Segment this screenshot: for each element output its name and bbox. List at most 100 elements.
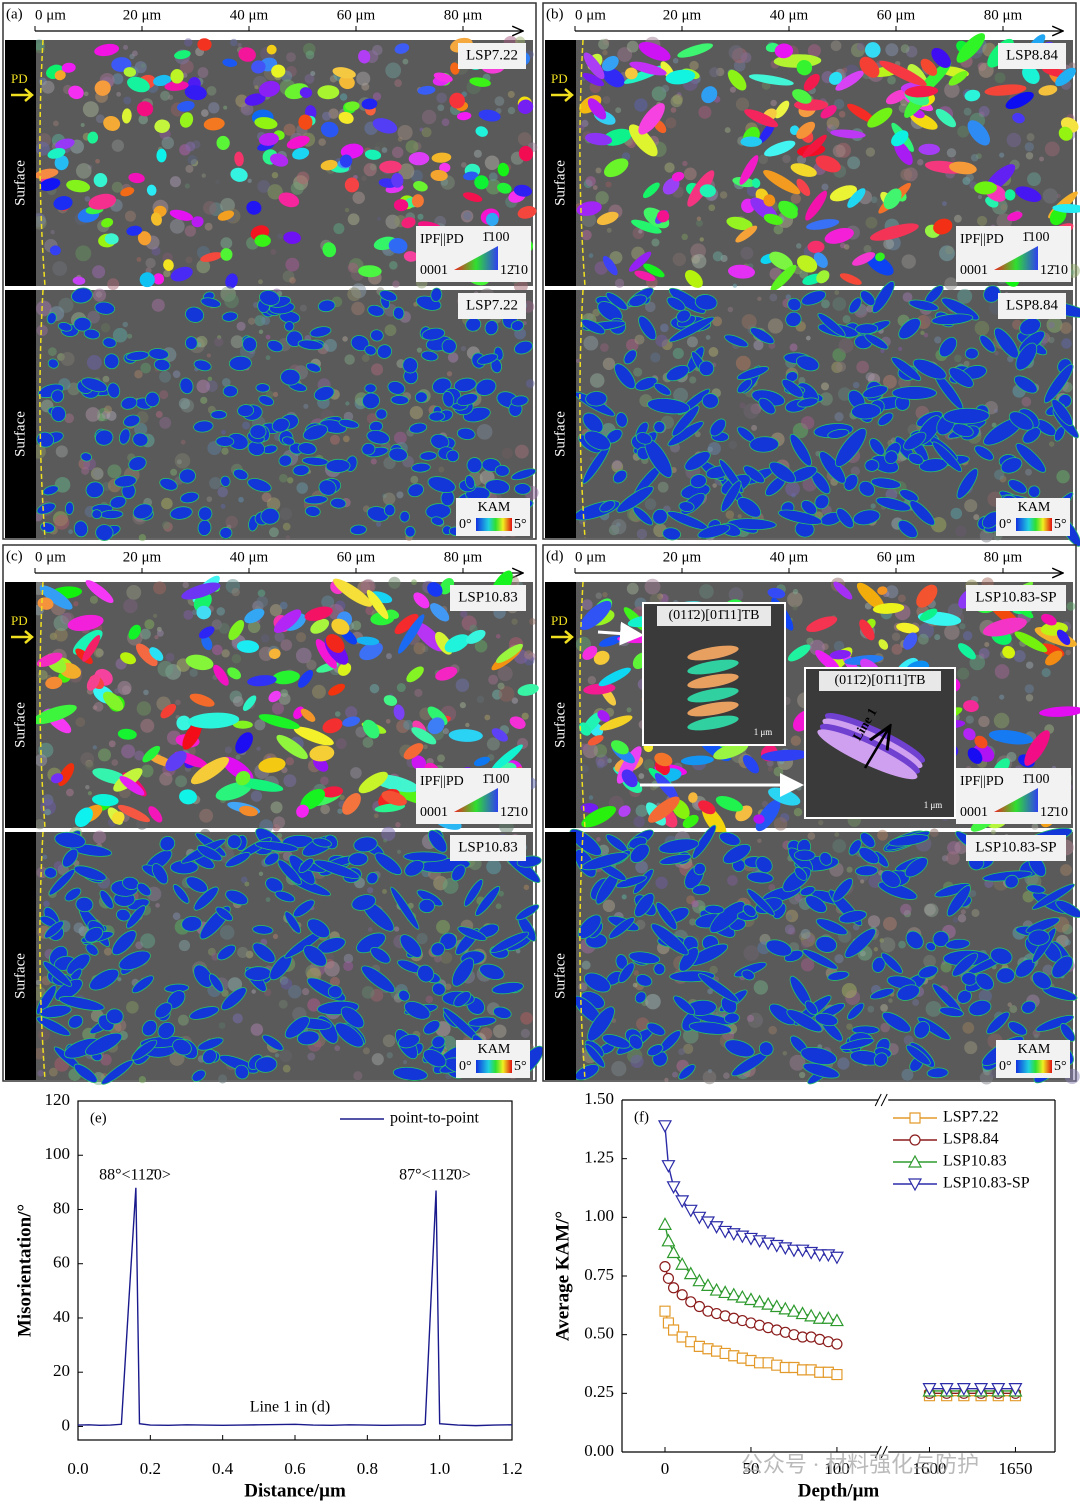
- texture: [87, 791, 93, 796]
- texture: [486, 859, 502, 875]
- texture: [369, 683, 380, 694]
- grain: [748, 74, 794, 86]
- grain: [126, 905, 146, 929]
- grain: [300, 708, 316, 722]
- x-tick-label: 0.4: [212, 1459, 234, 1478]
- texture: [768, 1025, 777, 1035]
- texture: [371, 1053, 384, 1066]
- grain: [693, 862, 706, 876]
- grain: [61, 62, 76, 73]
- texture: [598, 38, 610, 50]
- grain: [795, 355, 820, 372]
- point-marker: [769, 1299, 784, 1313]
- ipf-title: IPF||PD: [960, 774, 1004, 789]
- point-marker: [939, 1383, 954, 1396]
- texture: [337, 808, 343, 814]
- y-axis-label: Misorientation/°: [14, 1204, 35, 1337]
- ipf-right: 12̄10: [1040, 805, 1068, 820]
- grain: [803, 73, 820, 91]
- grain: [844, 928, 877, 958]
- twin-band: [687, 659, 739, 675]
- texture: [725, 510, 735, 519]
- grain: [580, 803, 599, 813]
- texture: [185, 256, 193, 264]
- texture: [870, 503, 876, 509]
- grain: [697, 524, 731, 539]
- texture: [320, 804, 330, 815]
- x-tick-label: 1650: [998, 1459, 1032, 1478]
- scale-tick-label: 0 μm: [35, 7, 66, 23]
- grain: [239, 805, 258, 817]
- grain: [602, 1034, 631, 1049]
- texture: [896, 459, 901, 464]
- texture: [111, 759, 119, 766]
- panel-label: (f): [634, 1109, 649, 1125]
- grain: [919, 608, 938, 621]
- grain: [740, 136, 763, 147]
- grain: [430, 169, 448, 182]
- texture: [214, 337, 224, 347]
- texture: [192, 609, 198, 616]
- texture: [488, 674, 499, 685]
- texture: [800, 958, 815, 972]
- grain: [118, 950, 151, 971]
- grain: [234, 1064, 250, 1080]
- grain: [576, 201, 602, 216]
- texture: [144, 619, 155, 630]
- grain: [36, 502, 56, 515]
- surface-line: [579, 39, 586, 287]
- grain: [615, 412, 628, 428]
- grain: [646, 1022, 666, 1036]
- texture: [159, 772, 173, 786]
- grain: [39, 585, 73, 610]
- grain: [403, 743, 424, 760]
- texture: [199, 808, 214, 823]
- texture: [819, 392, 833, 406]
- texture: [44, 808, 51, 816]
- grain: [225, 852, 251, 868]
- grain: [254, 840, 299, 852]
- grain: [618, 805, 631, 817]
- texture: [155, 903, 160, 908]
- twin-band: [817, 729, 918, 780]
- texture: [416, 347, 423, 353]
- texture: [206, 496, 213, 502]
- grain: [478, 109, 501, 122]
- grain: [1045, 650, 1063, 666]
- grain: [227, 834, 242, 850]
- texture: [356, 71, 371, 86]
- texture: [965, 173, 974, 182]
- grain: [430, 603, 450, 622]
- grain: [908, 299, 939, 312]
- point-marker: [657, 1217, 672, 1230]
- texture: [785, 481, 800, 497]
- grain: [891, 386, 937, 400]
- texture: [221, 429, 226, 435]
- texture: [219, 925, 235, 940]
- grain: [847, 103, 876, 124]
- texture: [520, 1011, 533, 1025]
- grain: [94, 80, 111, 96]
- grain: [92, 794, 119, 807]
- texture: [185, 164, 194, 173]
- grain: [518, 145, 534, 162]
- grain: [597, 710, 610, 722]
- texture: [665, 117, 677, 129]
- grain: [86, 673, 100, 691]
- grain: [430, 287, 443, 303]
- sample-label: LSP7.22: [466, 297, 518, 313]
- texture: [633, 816, 645, 828]
- texture: [1007, 1002, 1012, 1007]
- texture: [901, 1068, 914, 1081]
- texture: [395, 822, 401, 828]
- grain: [217, 210, 235, 221]
- texture: [507, 90, 515, 98]
- texture: [852, 381, 860, 389]
- grain: [160, 703, 177, 719]
- scale-tick-label: 20 μm: [123, 549, 162, 565]
- texture: [511, 697, 519, 704]
- grain: [688, 1021, 732, 1035]
- panel-label: (d): [546, 548, 564, 564]
- kam-map: [5, 826, 544, 1086]
- grain: [95, 524, 114, 541]
